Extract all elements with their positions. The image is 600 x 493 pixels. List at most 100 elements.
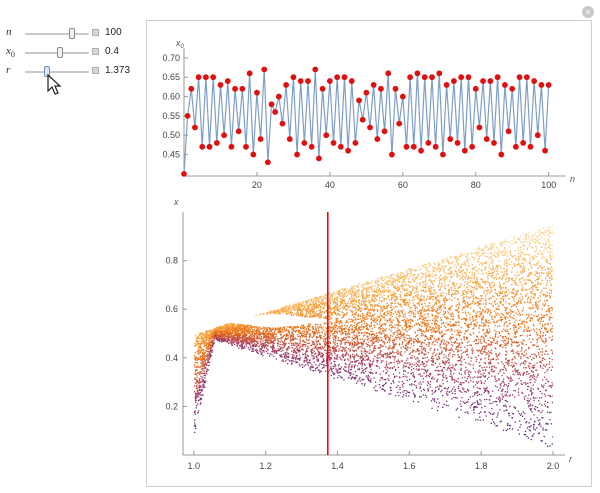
bifurcation-point — [353, 338, 355, 340]
bifurcation-point — [236, 345, 239, 347]
plus-icon[interactable] — [92, 29, 99, 36]
slider-track-r[interactable] — [25, 71, 89, 73]
bifurcation-point — [541, 269, 543, 272]
bifurcation-point — [250, 335, 252, 337]
bifurcation-point — [363, 302, 365, 304]
bifurcation-point — [330, 293, 332, 295]
plus-icon[interactable] — [92, 67, 99, 74]
bifurcation-point — [417, 339, 420, 341]
bifurcation-point — [460, 252, 462, 254]
bifurcation-point — [402, 280, 404, 282]
bifurcation-point — [512, 428, 514, 430]
bifurcation-point — [366, 315, 368, 317]
bifurcation-point — [305, 341, 307, 343]
plus-icon[interactable] — [92, 48, 99, 55]
bifurcation-point — [438, 353, 440, 355]
orbit-data-point — [421, 74, 428, 81]
bifurcation-point — [516, 241, 518, 243]
bifurcation-point — [516, 292, 518, 295]
bifurcation-point — [445, 317, 447, 319]
bifurcation-point — [366, 328, 368, 330]
bifurcation-point — [335, 350, 338, 352]
bifurcation-point — [460, 265, 463, 267]
orbit-data-point — [509, 85, 516, 92]
bifurcation-point — [440, 305, 442, 307]
bifurcation-point — [515, 370, 518, 372]
bifurcation-point — [444, 303, 446, 306]
bifurcation-point — [324, 311, 326, 313]
bifurcation-point — [532, 375, 534, 377]
bifurcation-point — [465, 291, 467, 293]
bifurcation-point — [247, 341, 249, 343]
bifurcation-point — [512, 366, 514, 368]
bifurcation-point — [462, 263, 464, 265]
bifurcation-point — [549, 257, 552, 259]
bifurcation-point — [348, 371, 350, 373]
bifurcation-point — [435, 278, 437, 280]
bifurcation-point — [457, 331, 459, 334]
bifurcation-point — [463, 261, 465, 263]
bifurcation-point — [252, 350, 255, 352]
bifurcation-point — [490, 344, 493, 346]
bifurcation-point — [362, 326, 364, 328]
bifurcation-point — [443, 268, 445, 270]
orbit-x-tick-label: 40 — [325, 180, 335, 190]
bifurcation-point — [530, 281, 533, 283]
slider-thumb-n[interactable] — [68, 28, 75, 39]
bifurcation-point — [439, 263, 441, 265]
bifurcation-point — [301, 335, 303, 337]
bifurcation-point — [267, 352, 269, 354]
bifurcation-point — [429, 274, 431, 277]
bifurcation-point — [266, 341, 268, 343]
slider-track-n[interactable] — [25, 33, 89, 35]
bifurcation-point — [311, 316, 313, 318]
bifurcation-point — [408, 353, 410, 355]
bifurcation-point — [281, 360, 283, 362]
bifurcation-point — [423, 353, 425, 355]
bifurcation-point — [329, 346, 331, 348]
bifurcation-point — [471, 253, 473, 255]
slider-thumb-x0[interactable] — [56, 47, 63, 58]
bifurcation-point — [357, 300, 360, 302]
bifurcation-point — [355, 301, 358, 303]
bifurcation-point — [466, 401, 468, 403]
bifurcation-point — [378, 284, 380, 287]
bifurcation-point — [479, 388, 481, 390]
bifurcation-point — [459, 286, 461, 288]
bifurcation-point — [344, 350, 346, 352]
bifurcation-point — [309, 333, 311, 336]
bifurcation-point — [452, 282, 454, 284]
bifurcation-point — [194, 370, 197, 373]
bifurcation-point — [499, 265, 501, 267]
bifurcation-point — [349, 303, 351, 305]
bifurcation-point — [458, 321, 460, 324]
bifurcation-point — [455, 347, 458, 349]
close-icon[interactable]: × — [582, 6, 594, 18]
bifurcation-point — [486, 366, 488, 368]
bifurcation-point — [428, 289, 430, 291]
bifurcation-point — [338, 367, 340, 370]
bifurcation-point — [429, 349, 431, 351]
bifurcation-point — [463, 337, 465, 339]
bifurcation-point — [533, 325, 535, 327]
bifurcation-point — [310, 344, 312, 346]
bifurcation-point — [299, 345, 301, 347]
bifurcation-point — [401, 343, 403, 345]
bifurcation-point — [198, 389, 201, 391]
orbit-x-tick-label: 20 — [252, 180, 262, 190]
orbit-data-point — [392, 85, 399, 92]
bifurcation-point — [431, 328, 433, 330]
bifurcation-point — [318, 331, 321, 334]
bifurcation-point — [343, 355, 345, 357]
bifurcation-point — [351, 361, 353, 363]
bifurcation-point — [386, 321, 388, 323]
bifurcation-point — [241, 327, 243, 329]
slider-thumb-r[interactable] — [44, 66, 51, 77]
bifurcation-point — [217, 335, 219, 337]
bifurcation-point — [205, 344, 208, 347]
bifurcation-point — [522, 242, 525, 244]
bifurcation-point — [372, 279, 374, 281]
bifurcation-point — [306, 354, 309, 356]
bifurcation-point — [335, 354, 337, 356]
bifurcation-point — [324, 317, 326, 319]
